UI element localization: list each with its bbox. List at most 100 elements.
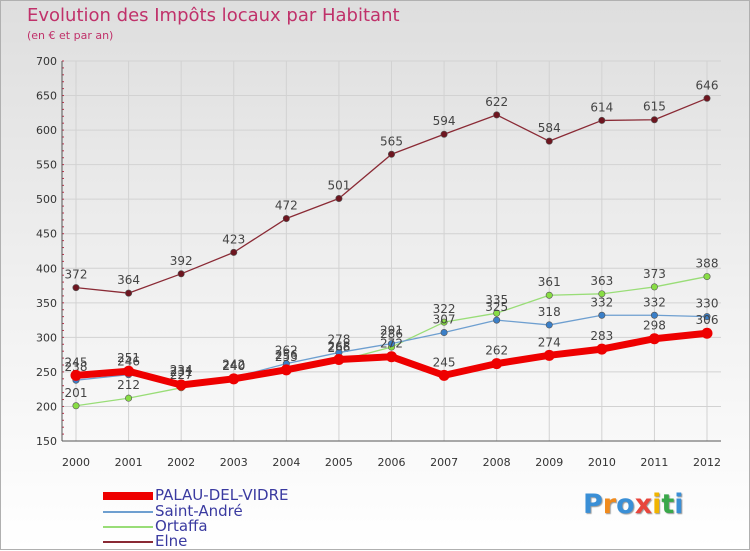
data-point — [440, 318, 448, 326]
x-tick-label: 2000 — [62, 456, 90, 469]
y-tick-label: 350 — [36, 297, 57, 310]
data-point — [701, 327, 713, 339]
data-point — [545, 321, 553, 329]
data-label: 268 — [327, 339, 350, 353]
data-label: 212 — [117, 378, 140, 392]
x-tick-label: 2001 — [115, 456, 143, 469]
data-label: 240 — [222, 359, 245, 373]
data-point — [125, 394, 133, 402]
data-label: 646 — [696, 78, 719, 92]
legend-swatch-ortaffa — [103, 526, 153, 528]
data-point — [493, 316, 501, 324]
legend-swatch-palau — [103, 492, 153, 500]
x-tick-label: 2012 — [693, 456, 721, 469]
x-tick-label: 2009 — [535, 456, 563, 469]
x-tick-label: 2003 — [220, 456, 248, 469]
data-label: 594 — [433, 114, 456, 128]
data-label: 291 — [380, 324, 403, 338]
data-point — [440, 130, 448, 138]
data-point — [650, 116, 658, 124]
data-label: 242 — [222, 357, 245, 371]
proxiti-logo: Proxiti — [583, 489, 684, 520]
data-point — [648, 333, 660, 345]
data-label: 231 — [170, 365, 193, 379]
logo-letter: i — [652, 489, 662, 520]
data-label: 372 — [65, 268, 88, 282]
x-tick-label: 2005 — [325, 456, 353, 469]
y-tick-label: 150 — [36, 435, 57, 448]
data-label: 201 — [65, 386, 88, 400]
y-tick-label: 700 — [36, 55, 57, 68]
logo-letter: P — [583, 489, 603, 520]
data-point — [598, 311, 606, 319]
data-point — [703, 313, 711, 321]
data-label: 615 — [643, 100, 666, 114]
data-label: 565 — [380, 134, 403, 148]
legend-label-elne: Elne — [155, 532, 188, 550]
y-tick-label: 400 — [36, 262, 57, 275]
data-point — [386, 351, 397, 363]
data-label: 253 — [275, 350, 298, 364]
data-point — [72, 402, 80, 410]
data-label: 251 — [117, 351, 140, 365]
logo-letter: i — [674, 489, 684, 520]
data-point — [598, 116, 606, 124]
data-point — [387, 340, 395, 348]
data-label: 584 — [538, 121, 561, 135]
data-point — [493, 111, 501, 119]
data-label: 240 — [222, 359, 245, 373]
logo-letter: t — [661, 489, 675, 520]
data-label: 262 — [275, 344, 298, 358]
data-label: 274 — [538, 335, 561, 349]
data-point — [703, 273, 711, 281]
x-tick-label: 2011 — [640, 456, 668, 469]
x-tick-label: 2008 — [483, 456, 511, 469]
data-label: 322 — [433, 302, 456, 316]
data-point — [493, 309, 501, 317]
data-label: 614 — [590, 100, 613, 114]
data-label: 332 — [590, 295, 613, 309]
data-point — [177, 270, 185, 278]
data-label: 472 — [275, 199, 298, 213]
data-label: 298 — [643, 319, 666, 333]
data-point — [387, 150, 395, 158]
logo-letter: o — [616, 489, 635, 520]
data-point — [438, 369, 450, 381]
data-label: 363 — [590, 274, 613, 288]
chart-title: Evolution des Impôts locaux par Habitant — [27, 5, 400, 26]
data-point — [333, 353, 345, 365]
data-label: 278 — [327, 333, 350, 347]
legend-label-palau: PALAU-DEL-VIDRE — [155, 486, 289, 504]
data-label: 286 — [380, 327, 403, 341]
data-label: 307 — [433, 313, 456, 327]
data-point — [543, 349, 555, 361]
y-tick-label: 500 — [36, 193, 57, 206]
data-label: 245 — [433, 355, 456, 369]
data-point — [70, 369, 82, 381]
data-point — [280, 364, 292, 376]
data-label: 501 — [327, 178, 350, 192]
data-label: 238 — [65, 360, 88, 374]
data-label: 262 — [485, 344, 508, 358]
data-point — [123, 365, 135, 377]
data-label: 318 — [538, 305, 561, 319]
legend-swatch-elne — [103, 541, 153, 543]
data-label: 256 — [275, 348, 298, 362]
data-point — [282, 215, 290, 223]
data-label: 306 — [696, 313, 719, 327]
data-point — [440, 329, 448, 337]
x-tick-label: 2010 — [588, 456, 616, 469]
y-tick-label: 250 — [36, 366, 57, 379]
data-label: 423 — [222, 232, 245, 246]
y-tick-label: 650 — [36, 90, 57, 103]
data-label: 332 — [643, 295, 666, 309]
data-point — [491, 358, 503, 370]
data-label: 361 — [538, 275, 561, 289]
data-point — [650, 311, 658, 319]
y-tick-label: 450 — [36, 228, 57, 241]
data-label: 227 — [170, 368, 193, 382]
data-point — [228, 373, 240, 385]
x-tick-label: 2006 — [378, 456, 406, 469]
